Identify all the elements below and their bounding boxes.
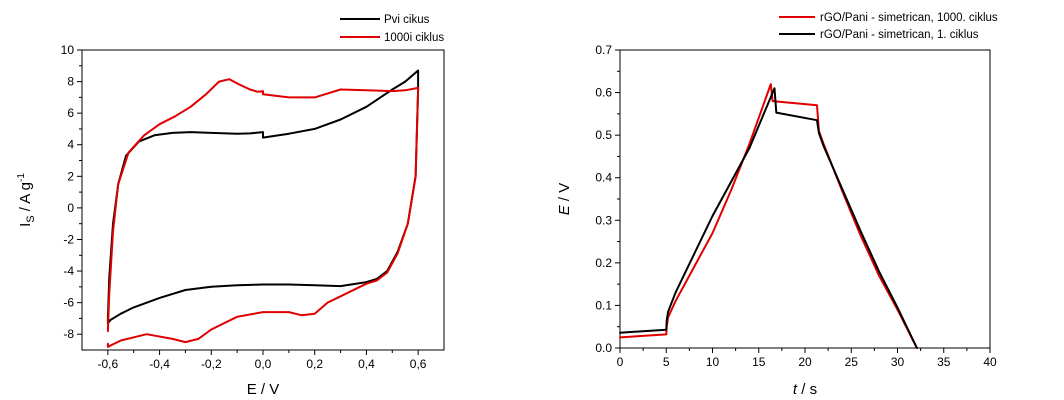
cv-y-tick-label: -2 <box>63 232 74 246</box>
cv-x-tick-label: -0,2 <box>201 357 222 371</box>
cv-y-tick-label: -6 <box>63 296 74 310</box>
gcd-chart: 0 5 10 15 20 25 30 35 40 0.0 0.1 0.2 0.3 0.4 0.5 0.6 0.7… <box>556 12 998 398</box>
gcd-x-tick-label: 15 <box>752 355 766 369</box>
cv-y-tick-label: 10 <box>61 43 75 57</box>
gcd-x-tick-label: 0 <box>617 355 624 369</box>
cv-x-tick-label: -0,4 <box>149 357 170 371</box>
cv-x-tick-label: -0,6 <box>98 357 119 371</box>
gcd-y-tick-label: 0.5 <box>595 128 612 142</box>
gcd-x-tick-label: 5 <box>663 355 670 369</box>
gcd-x-tick-label: 20 <box>798 355 812 369</box>
cv-x-axis-label: E / V <box>247 381 280 398</box>
gcd-x-tick-label: 35 <box>937 355 951 369</box>
cv-y-axis-label: IS / A g-1 <box>16 173 37 227</box>
cv-axis-ticks: -0,6 -0,4 -0,2 0,0 0,2 0,4 0,6 -8 -6 -4 -2 0 2 4 6 8 10 <box>61 43 427 371</box>
gcd-y-tick-label: 0.0 <box>595 341 612 355</box>
gcd-y-axis-label: E / V <box>556 183 573 216</box>
cv-x-tick-label: 0,2 <box>306 357 323 371</box>
gcd-x-tick-label: 30 <box>891 355 905 369</box>
legend-label-1000th-cycle: rGO/Pani - simetrican, 1000. ciklus <box>820 12 998 24</box>
gcd-series-group <box>619 83 918 349</box>
legend-label-first-cycle: Pvi cikus <box>384 14 430 26</box>
cv-x-tick-label: 0,0 <box>255 357 272 371</box>
gcd-y-tick-label: 0.3 <box>595 213 612 227</box>
cv-y-tick-label: 4 <box>67 138 74 152</box>
gcd-y-tick-label: 0.4 <box>595 171 612 185</box>
gcd-axis-ticks: 0 5 10 15 20 25 30 35 40 0.0 0.1 0.2 0.3 0.4 0.5 0.6 0.7 <box>595 43 997 369</box>
legend-label-1000th-cycle: 1000i ciklus <box>384 32 444 44</box>
gcd-y-tick-label: 0.7 <box>595 43 612 57</box>
cv-series-1000i-ciklus <box>106 78 420 348</box>
cv-y-tick-label: -8 <box>63 327 74 341</box>
cv-y-tick-label: 6 <box>67 106 74 120</box>
cv-y-tick-label: 8 <box>67 75 74 89</box>
cv-legend: Pvi cikus 1000i ciklus <box>340 14 444 44</box>
cv-series-group <box>106 69 420 348</box>
gcd-x-tick-label: 10 <box>706 355 720 369</box>
cv-y-tick-label: -4 <box>63 264 74 278</box>
legend-label-first-cycle: rGO/Pani - simetrican, 1. ciklus <box>820 29 979 41</box>
gcd-x-axis-label: t / s <box>793 381 817 398</box>
gcd-x-tick-label: 40 <box>983 355 997 369</box>
gcd-series-rgo-pani-simetrican-1000-ciklus <box>619 83 918 349</box>
cv-series-pvi-cikus <box>106 69 420 325</box>
cv-x-tick-label: 0,6 <box>410 357 427 371</box>
cv-chart: -0,6 -0,4 -0,2 0,0 0,2 0,4 0,6-8-6-4-20246810 … <box>16 14 445 398</box>
gcd-y-tick-label: 0.2 <box>595 256 612 270</box>
gcd-series-rgo-pani-simetrican-1-ciklus <box>619 87 918 349</box>
cv-y-tick-label: 0 <box>67 201 74 215</box>
gcd-y-tick-label: 0.1 <box>595 298 612 312</box>
gcd-legend: rGO/Pani - simetrican, 1000. ciklus rGO/… <box>779 12 998 41</box>
gcd-y-tick-label: 0.6 <box>595 86 612 100</box>
gcd-x-tick-label: 25 <box>845 355 859 369</box>
cv-x-tick-label: 0,4 <box>358 357 375 371</box>
cv-y-tick-label: 2 <box>67 169 74 183</box>
